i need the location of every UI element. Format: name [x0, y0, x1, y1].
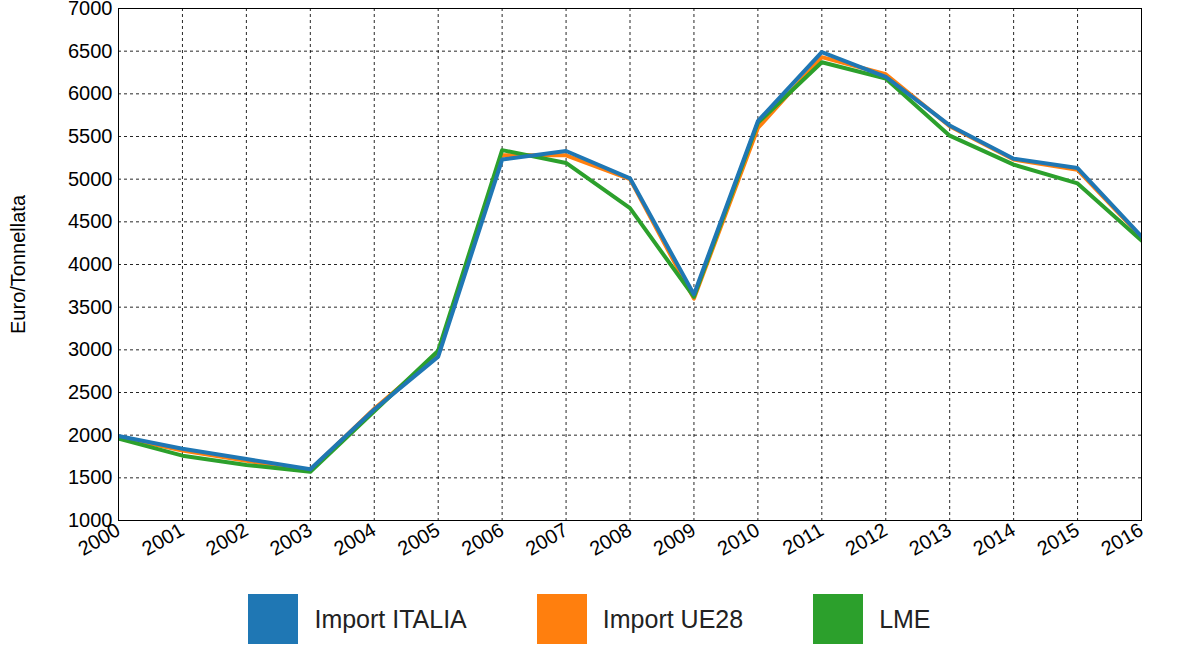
svg-text:2003: 2003: [266, 518, 316, 559]
svg-text:2001: 2001: [138, 518, 188, 559]
svg-text:2500: 2500: [68, 381, 113, 403]
svg-text:2011: 2011: [779, 518, 827, 559]
html-text:Import UE28: Import UE28: [602, 604, 744, 633]
svg-text:2013: 2013: [905, 518, 955, 559]
svg-text:2000: 2000: [74, 518, 124, 560]
svg-text:1500: 1500: [68, 466, 113, 488]
svg-text:2014: 2014: [969, 518, 1019, 559]
svg-text:4000: 4000: [68, 253, 113, 275]
html-text:Import ITALIA: Import ITALIA: [314, 604, 467, 633]
svg-text:2009: 2009: [650, 518, 700, 559]
html-text:LME: LME: [879, 604, 931, 633]
svg-text:Euro/Tonnellata: Euro/Tonnellata: [7, 194, 29, 334]
svg-text:5000: 5000: [68, 168, 113, 190]
svg-text:2005: 2005: [394, 518, 444, 559]
svg-text:4500: 4500: [68, 210, 113, 232]
svg-text:7000: 7000: [68, 0, 113, 19]
svg-text:2010: 2010: [714, 518, 764, 559]
svg-text:2000: 2000: [68, 424, 113, 446]
svg-text:5500: 5500: [68, 125, 113, 147]
svg-text:2006: 2006: [458, 518, 508, 559]
svg-text:2007: 2007: [522, 518, 572, 559]
svg-text:2012: 2012: [841, 518, 891, 559]
svg-text:3000: 3000: [68, 338, 113, 360]
svg-text:2002: 2002: [202, 518, 252, 559]
svg-text:2004: 2004: [330, 518, 380, 559]
svg-text:2016: 2016: [1097, 518, 1147, 559]
svg-text:2008: 2008: [586, 518, 636, 559]
svg-text:6500: 6500: [68, 40, 113, 62]
svg-text:6000: 6000: [68, 82, 113, 104]
svg-text:2015: 2015: [1033, 518, 1083, 559]
svg-text:3500: 3500: [68, 296, 113, 318]
svg-text:1000: 1000: [68, 509, 113, 531]
